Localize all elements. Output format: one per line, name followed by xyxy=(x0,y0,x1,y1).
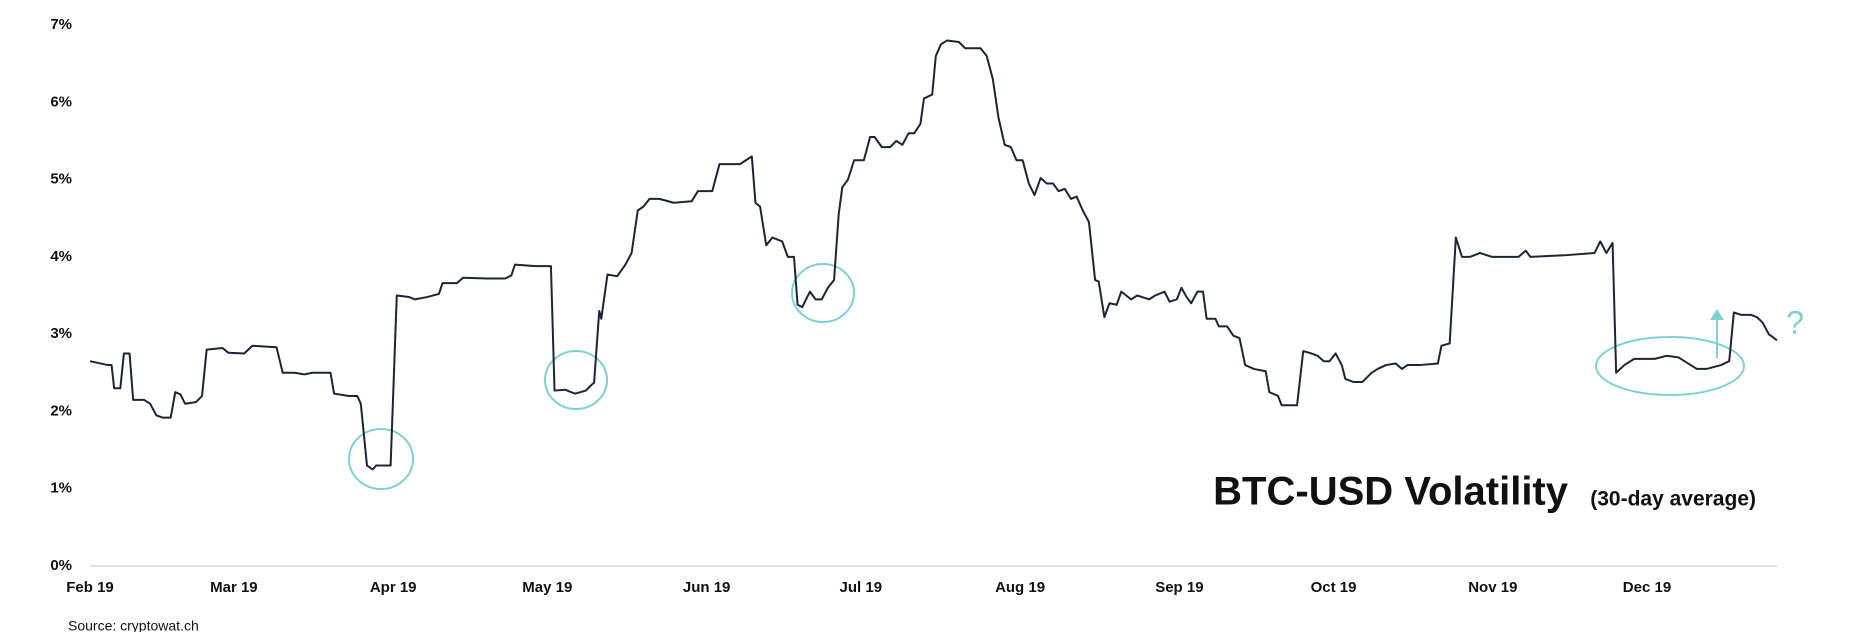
x-tick-label: May 19 xyxy=(522,579,572,596)
line-series xyxy=(89,39,1778,471)
y-tick-label: 0% xyxy=(50,557,72,574)
highlight-ellipse xyxy=(1595,336,1745,396)
highlight-circle xyxy=(544,350,608,410)
x-tick-label: Jun 19 xyxy=(683,579,731,596)
chart-title: BTC-USD Volatility xyxy=(1213,470,1569,514)
y-tick-label: 4% xyxy=(50,248,72,265)
y-tick-label: 5% xyxy=(50,171,72,188)
y-tick-label: 6% xyxy=(50,93,72,110)
y-tick-label: 1% xyxy=(50,480,72,497)
question-mark: ? xyxy=(1786,304,1804,340)
x-tick-label: Apr 19 xyxy=(370,579,417,596)
source-note: Source: cryptowat.ch xyxy=(68,618,199,632)
x-tick-label: Mar 19 xyxy=(210,579,258,596)
y-tick-label: 3% xyxy=(50,325,72,342)
chart-subtitle: (30-day average) xyxy=(1590,488,1756,511)
x-tick-label: Dec 19 xyxy=(1623,579,1671,596)
x-tick-label: Sep 19 xyxy=(1155,579,1203,596)
highlight-circle xyxy=(348,428,414,490)
x-tick-label: Aug 19 xyxy=(995,579,1045,596)
y-tick-label: 2% xyxy=(50,402,72,419)
x-tick-label: Feb 19 xyxy=(66,579,114,596)
highlight-circle xyxy=(791,263,855,323)
x-tick-label: Jul 19 xyxy=(840,579,883,596)
annotations: ? xyxy=(348,263,1804,490)
y-tick-label: 7% xyxy=(50,16,72,33)
arrow-head xyxy=(1710,309,1724,320)
x-tick-label: Oct 19 xyxy=(1311,579,1357,596)
x-tick-label: Nov 19 xyxy=(1468,579,1517,596)
